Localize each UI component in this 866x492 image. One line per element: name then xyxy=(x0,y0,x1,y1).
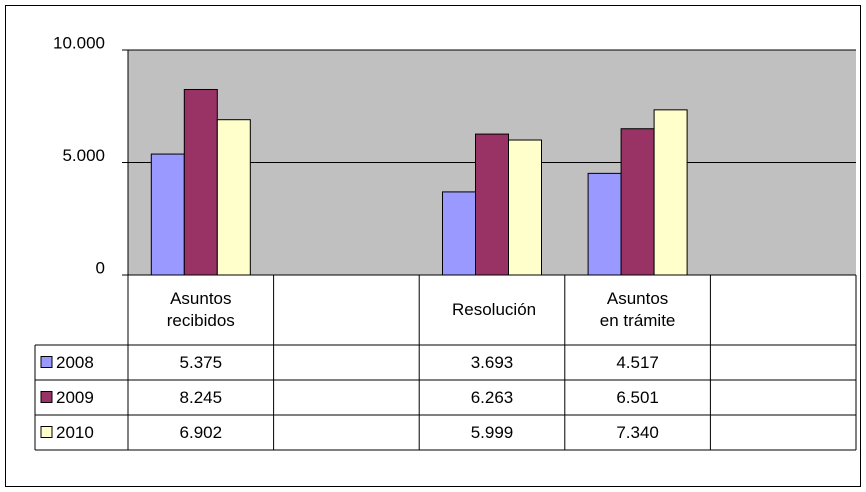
legend-label: 2010 xyxy=(56,423,94,442)
legend-swatch xyxy=(40,391,53,403)
legend-label: 2009 xyxy=(56,388,94,407)
x-tick-label: Resolución xyxy=(452,300,537,319)
bar xyxy=(216,119,251,276)
bar xyxy=(653,109,688,276)
bar xyxy=(183,88,218,276)
legend-swatch xyxy=(40,426,53,438)
data-table-value: 6.501 xyxy=(616,388,659,407)
legend-label: 2008 xyxy=(56,353,94,372)
data-table-value: 6.263 xyxy=(471,388,514,407)
data-table-value: 8.245 xyxy=(180,388,223,407)
bar xyxy=(620,128,655,276)
data-table-value: 7.340 xyxy=(616,423,659,442)
bar xyxy=(508,139,542,276)
bar xyxy=(442,191,476,276)
y-tick-label: 10.000 xyxy=(53,33,105,52)
data-table-value: 3.693 xyxy=(471,353,514,372)
y-tick-label: 5.000 xyxy=(62,146,105,165)
bar xyxy=(475,133,509,276)
x-tick-label: Asuntos en trámite xyxy=(599,289,676,330)
bar xyxy=(587,172,622,276)
bar xyxy=(150,153,185,276)
data-table-value: 4.517 xyxy=(616,353,659,372)
data-table-value: 5.999 xyxy=(471,423,514,442)
data-table-value: 6.902 xyxy=(180,423,223,442)
x-tick-label: Asuntos recibidos xyxy=(166,289,235,330)
y-tick-label: 0 xyxy=(96,258,105,277)
legend-swatch xyxy=(40,356,53,368)
data-table-value: 5.375 xyxy=(180,353,223,372)
